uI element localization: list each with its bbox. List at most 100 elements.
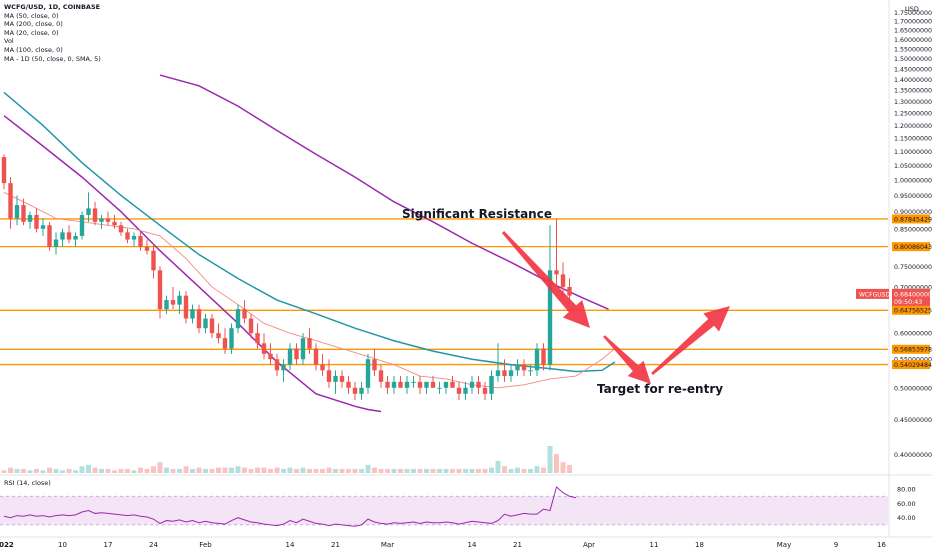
indicator-label[interactable]: Vol — [4, 37, 14, 46]
volume-bar — [495, 460, 501, 473]
time-tick-label: Apr — [583, 541, 595, 549]
time-tick-label: 2022 — [0, 541, 14, 549]
candle-body — [528, 370, 533, 372]
rsi-line — [3, 486, 577, 527]
volume-bar — [359, 468, 364, 473]
volume-bar — [326, 467, 332, 473]
volume-bar — [138, 467, 143, 473]
volume-bar — [105, 468, 111, 473]
volume-bar — [417, 468, 423, 473]
level-price-label: 0.54029484 — [894, 362, 932, 369]
indicator-label[interactable]: MA (100, close, 0) — [4, 45, 63, 54]
time-axis[interactable]: 2022 10 17 24 Feb 14 21 Mar 14 21 Apr 11 18 May 9 16 — [0, 536, 932, 549]
candle-body — [125, 232, 130, 240]
price-tick-label: 1.30000000 — [894, 99, 932, 106]
price-tick-label: 0.50000000 — [894, 385, 932, 392]
time-tick-label: 10 — [58, 541, 67, 549]
volume-bar — [320, 468, 325, 473]
candle-body — [567, 286, 572, 296]
price-tick-label: 0.40000000 — [894, 452, 932, 459]
volume-bar — [560, 462, 566, 473]
volume-bar — [287, 467, 293, 473]
candle-body — [307, 338, 312, 349]
candle-body — [534, 348, 540, 371]
rsi-label[interactable]: RSI (14, close) — [4, 479, 51, 487]
volume-bar — [502, 466, 507, 473]
rsi-tick-label: 60.00 — [897, 500, 916, 508]
volume-bar — [411, 468, 416, 473]
candle-body — [281, 364, 286, 371]
price-tick-label: 1.60000000 — [894, 37, 932, 44]
breakout-arrow-up — [651, 306, 730, 375]
volume-bar — [157, 462, 163, 473]
volume-bar — [469, 468, 475, 473]
volume-bar — [437, 468, 442, 473]
volume-bar — [255, 467, 260, 473]
time-tick-label: 9 — [834, 541, 838, 549]
price-tick-label: 1.15000000 — [894, 136, 932, 143]
candle-body — [131, 235, 137, 240]
indicator-label[interactable]: MA (20, close, 0) — [4, 28, 59, 37]
time-tick-label: Feb — [199, 541, 212, 549]
candle-body — [515, 364, 520, 371]
volume-bar — [40, 470, 46, 473]
time-tick-label: 21 — [331, 541, 340, 549]
candles — [1, 154, 572, 401]
volume-bar — [430, 468, 436, 473]
volume-bar — [92, 467, 98, 473]
horizontal-levels — [0, 218, 888, 366]
candle-body — [359, 387, 364, 394]
time-tick-label: 21 — [513, 541, 522, 549]
candle-body — [157, 270, 163, 310]
candle-body — [320, 364, 325, 371]
resistance-annotation: Significant Resistance — [402, 207, 552, 221]
candle-body — [541, 348, 546, 365]
volume-bar — [229, 467, 234, 473]
candle-body — [482, 387, 488, 394]
level-price-tag — [892, 305, 930, 315]
price-tick-label: 1.75000000 — [894, 10, 932, 17]
volume-bar — [268, 468, 273, 473]
volume-bar — [372, 467, 377, 473]
current-price-tag — [892, 288, 930, 306]
volume-bar — [521, 468, 527, 473]
candle-body — [8, 183, 13, 219]
indicator-label[interactable]: MA - 1D (50, close, 0, SMA, 5) — [4, 54, 101, 63]
volume-bar — [86, 464, 91, 473]
indicator-label[interactable]: MA (50, close, 0) — [4, 11, 59, 20]
price-tick-label: 1.45000000 — [894, 66, 932, 73]
symbol-title[interactable]: WCFG/USD, 1D, COINBASE — [4, 3, 101, 11]
candle-body — [261, 343, 267, 354]
indicator-legend: WCFG/USD, 1D, COINBASE MA (50, close, 0)… — [4, 3, 101, 63]
indicator-label[interactable]: MA (200, close, 0) — [4, 20, 63, 29]
volume-bar — [476, 468, 481, 473]
time-tick-label: 14 — [286, 541, 295, 549]
volume-bar — [47, 467, 52, 473]
volume-bar — [164, 467, 169, 473]
volume-bar — [60, 470, 65, 473]
price-axis[interactable]: 1.75000000 1.70000000 1.65000000 1.60000000… — [856, 0, 932, 537]
candle-body — [229, 328, 234, 349]
candle-body — [476, 381, 481, 388]
time-tick-label: 18 — [695, 541, 704, 549]
volume-bar — [261, 467, 267, 473]
time-tick-label: 11 — [650, 541, 659, 549]
candle-body — [495, 370, 501, 377]
candle-body — [398, 381, 403, 388]
volume-bar — [450, 468, 455, 473]
level-price-tag — [892, 360, 930, 370]
volume-bar — [385, 468, 390, 473]
volume-bar — [209, 468, 215, 473]
volume-bar — [541, 467, 546, 473]
price-tick-label: 1.55000000 — [894, 46, 932, 53]
volume-bar — [508, 468, 514, 473]
volume-bar — [456, 468, 462, 473]
time-tick-label: 16 — [877, 541, 886, 549]
price-tick-label: 1.70000000 — [894, 19, 932, 26]
annotation-arrows — [501, 231, 730, 384]
resistance-arrow — [501, 231, 590, 328]
candle-body — [255, 333, 260, 344]
ma-line — [3, 115, 382, 413]
volume-bar — [534, 466, 540, 473]
